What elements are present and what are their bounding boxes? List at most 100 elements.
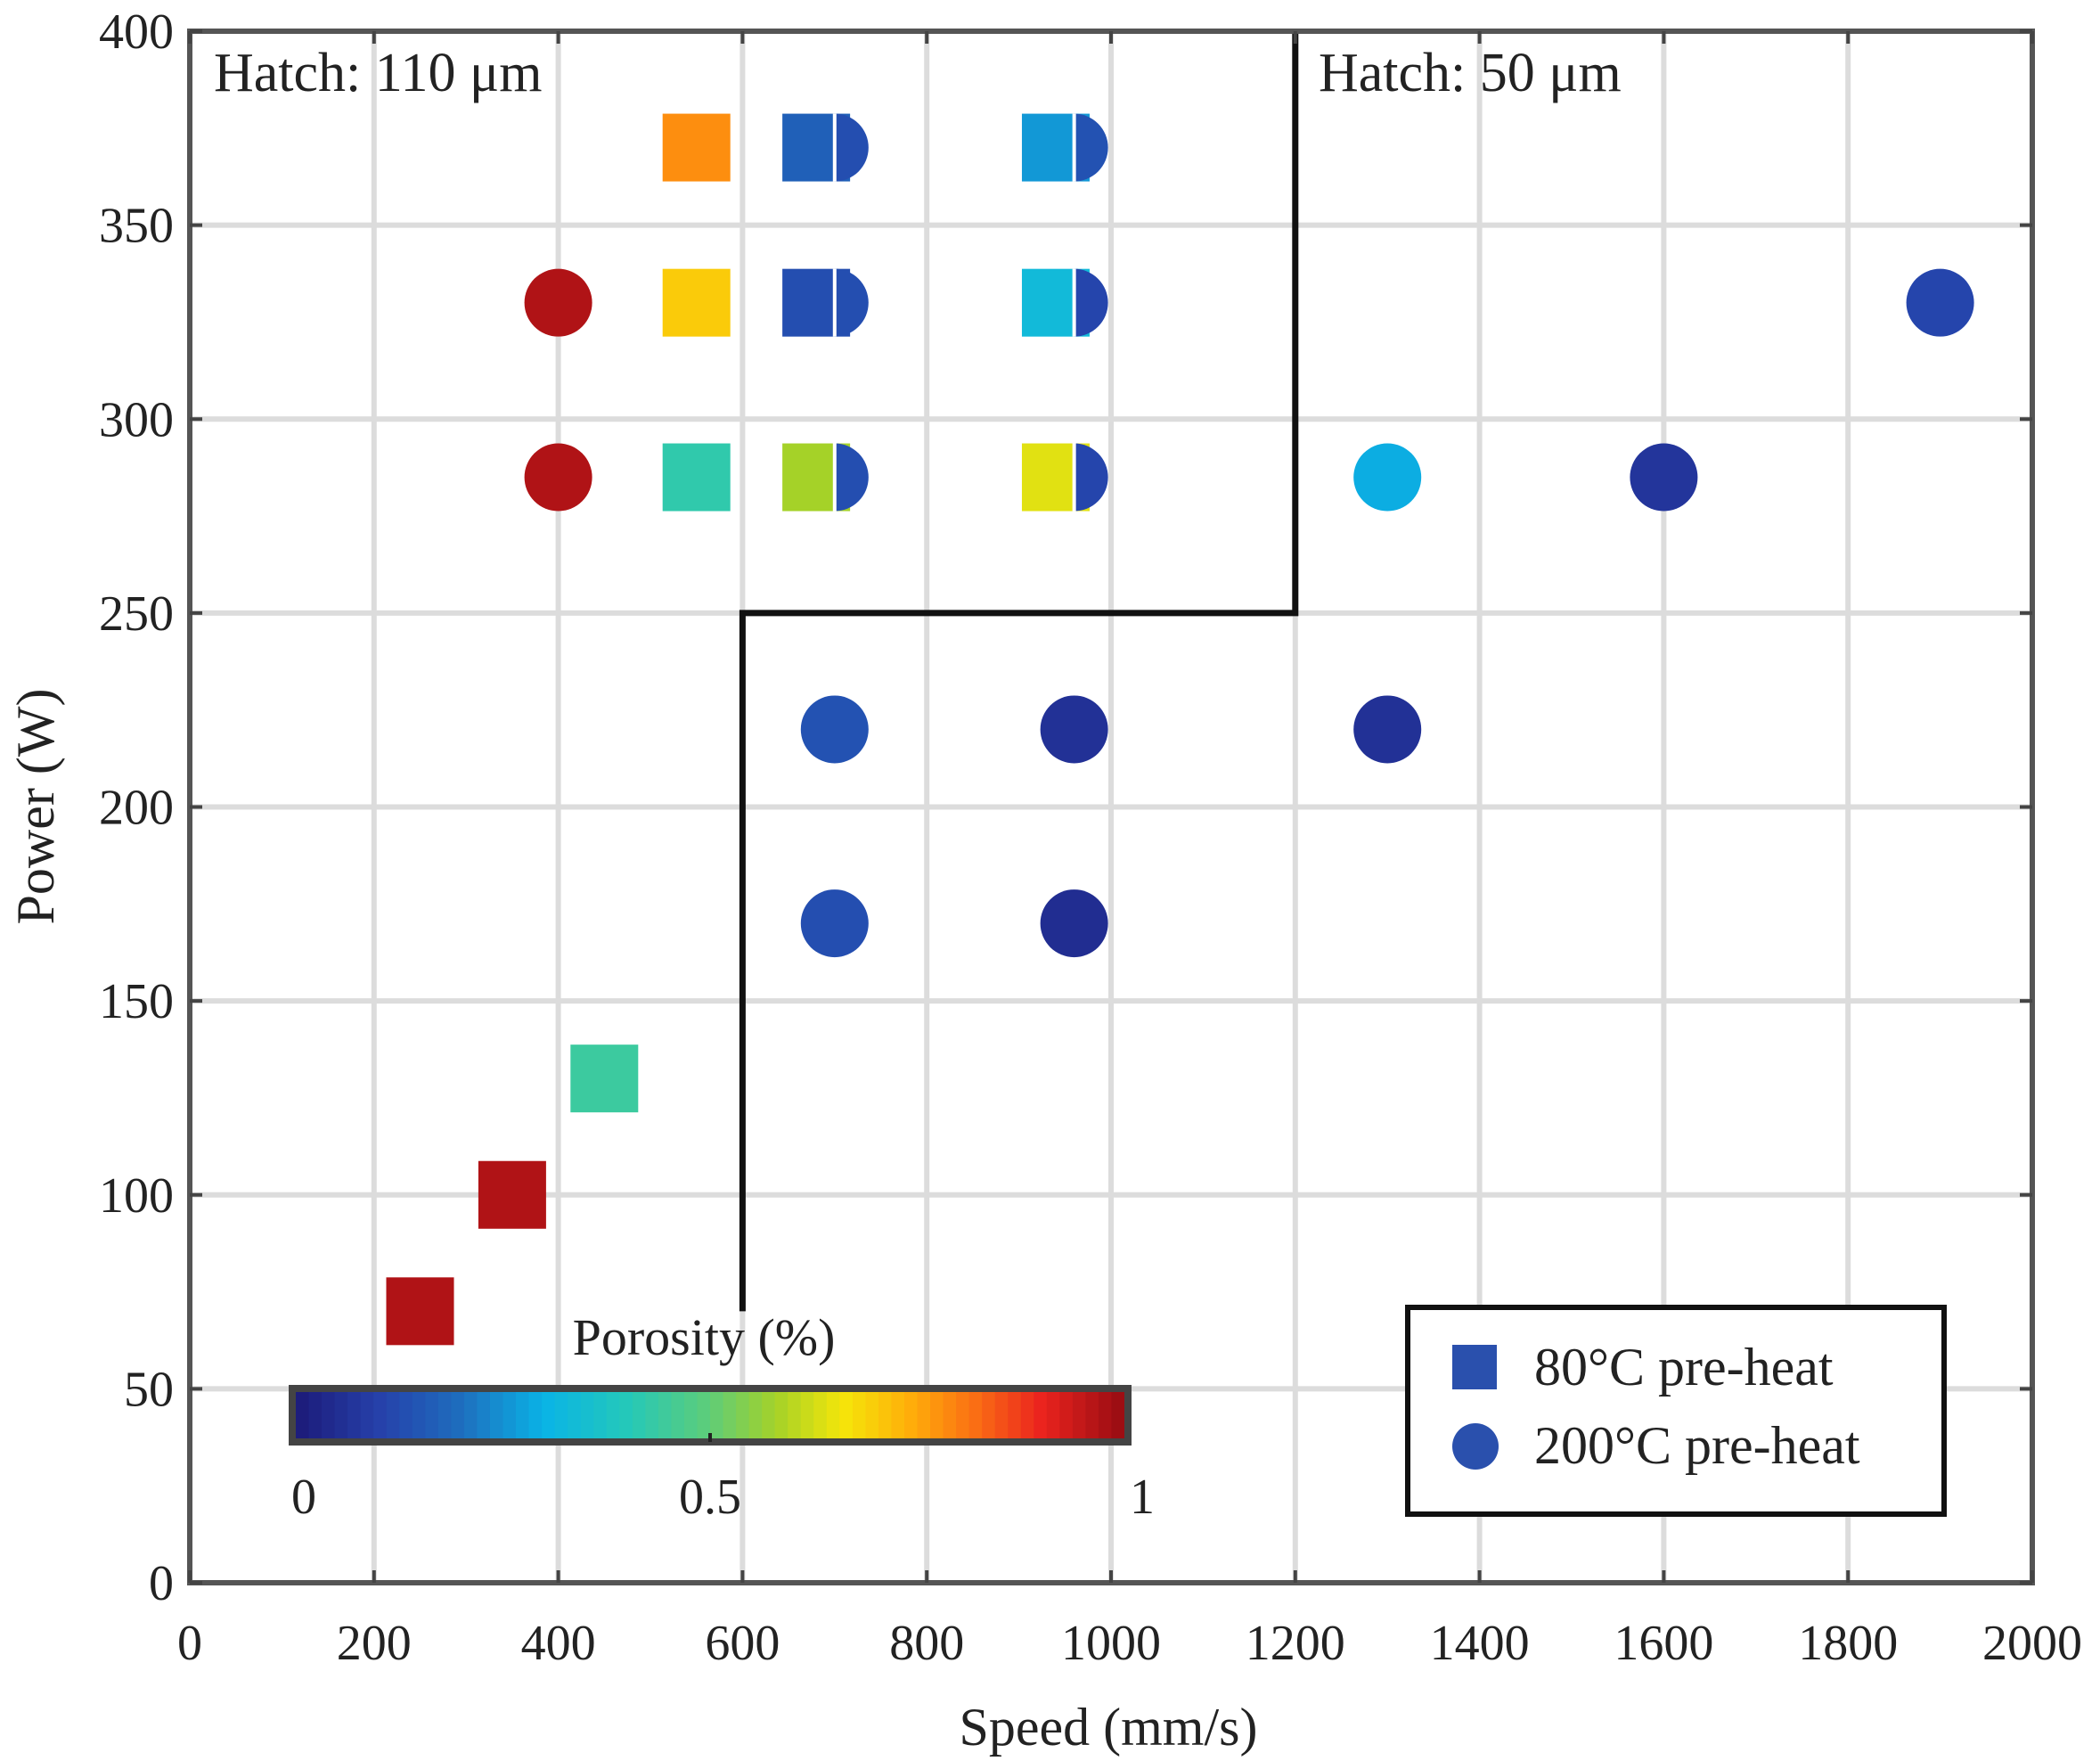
legend-circle-marker: [1452, 1423, 1499, 1470]
colorbar-cell: [1072, 1392, 1087, 1438]
colorbar-cell: [619, 1392, 633, 1438]
colorbar-cell: [710, 1392, 724, 1438]
colorbar-cell: [762, 1392, 776, 1438]
colorbar-cell: [1085, 1392, 1099, 1438]
y-tick-label: 150: [99, 974, 174, 1029]
data-point-80c: [478, 1160, 546, 1229]
data-point-80c: [662, 113, 731, 182]
hatch-boundary-line: [739, 31, 1299, 1312]
colorbar-cell: [1034, 1392, 1048, 1438]
tick-marks: [188, 29, 2034, 1585]
data-point-200c: [1906, 268, 1974, 337]
colorbar-cell: [1046, 1392, 1060, 1438]
colorbar-cell: [956, 1392, 970, 1438]
x-tick-label: 1600: [1614, 1616, 1713, 1671]
data-point-200c: [524, 443, 592, 512]
colorbar-cell: [891, 1392, 905, 1438]
y-tick-label: 0: [149, 1556, 174, 1611]
data-point-200c: [1040, 695, 1108, 764]
y-tick-labels: 0 50 100 150 200 250 300 350 400: [99, 4, 174, 1611]
colorbar-cell: [839, 1392, 854, 1438]
colorbar-cell: [437, 1392, 452, 1438]
legend-entry-200c: 200°C pre-heat: [1534, 1416, 1860, 1475]
colorbar-cell: [917, 1392, 931, 1438]
colorbar-tick-1: 1: [1130, 1470, 1155, 1525]
points-layer: [386, 113, 1974, 1346]
data-point-80c: [386, 1277, 454, 1346]
legend-box: [1405, 1305, 1947, 1517]
colorbar-cell: [373, 1392, 388, 1438]
x-tick-label: 200: [337, 1616, 412, 1671]
y-tick-label: 200: [99, 781, 174, 836]
data-point-80c: [662, 443, 731, 512]
x-tick-labels: 0 200 400 600 800 1000 1200 1400 1600 1800 2000: [177, 1616, 2082, 1671]
data-point-80c: [662, 268, 731, 337]
boundary-layer: [739, 31, 1299, 1312]
colorbar-cell: [813, 1392, 828, 1438]
x-tick-label: 600: [705, 1616, 780, 1671]
colorbar-cell: [296, 1392, 310, 1438]
y-tick-label: 50: [124, 1362, 174, 1417]
legend: 80°C pre-heat 200°C pre-heat: [1405, 1305, 1947, 1517]
colorbar-cell: [645, 1392, 659, 1438]
colorbar-cell: [386, 1392, 400, 1438]
data-point-200c: [834, 443, 869, 512]
y-tick-label: 100: [99, 1168, 174, 1224]
colorbar-cell: [943, 1392, 957, 1438]
x-tick-label: 2000: [1982, 1616, 2082, 1671]
data-point-200c: [1353, 443, 1422, 512]
x-tick-label: 1400: [1430, 1616, 1530, 1671]
colorbar-cell: [800, 1392, 814, 1438]
colorbar-cell: [697, 1392, 711, 1438]
colorbar-cell: [322, 1392, 336, 1438]
x-tick-label: 1800: [1798, 1616, 1898, 1671]
x-tick-label: 400: [521, 1616, 596, 1671]
x-tick-label: 1000: [1061, 1616, 1161, 1671]
colorbar-tick-0.5: 0.5: [679, 1470, 741, 1525]
colorbar-cell: [528, 1392, 543, 1438]
data-point-200c: [800, 889, 869, 958]
colorbar-cell: [489, 1392, 504, 1438]
y-axis-label: Power (W): [6, 689, 65, 925]
colorbar-cell: [826, 1392, 840, 1438]
colorbar-cell: [683, 1392, 699, 1438]
colorbar-cell: [334, 1392, 348, 1438]
y-tick-label: 250: [99, 586, 174, 642]
data-point-200c: [834, 113, 869, 182]
colorbar-cell: [399, 1392, 413, 1438]
x-tick-label: 0: [177, 1616, 202, 1671]
hatch-left-annotation: Hatch: 110 μm: [214, 43, 542, 103]
colorbar-cell: [671, 1392, 685, 1438]
colorbar-cell: [1059, 1392, 1074, 1438]
colorbar-cell: [968, 1392, 983, 1438]
data-point-200c: [524, 268, 592, 337]
colorbar-cell: [308, 1392, 323, 1438]
colorbar-cell: [568, 1392, 582, 1438]
colorbar-cell: [412, 1392, 426, 1438]
y-tick-label: 300: [99, 392, 174, 447]
colorbar-cell: [788, 1392, 802, 1438]
colorbar-cell: [903, 1392, 919, 1438]
data-point-200c: [1353, 695, 1422, 764]
x-axis-label: Speed (mm/s): [960, 1698, 1258, 1757]
colorbar-cell: [930, 1392, 944, 1438]
colorbar-cell: [360, 1392, 374, 1438]
colorbar-cell: [580, 1392, 594, 1438]
data-point-200c: [800, 695, 869, 764]
colorbar-cell: [451, 1392, 465, 1438]
data-point-200c: [1074, 268, 1108, 337]
colorbar-cell: [658, 1392, 673, 1438]
data-point-200c: [1040, 889, 1108, 958]
x-tick-label: 1200: [1246, 1616, 1345, 1671]
colorbar-cell: [774, 1392, 789, 1438]
colorbar-cell: [852, 1392, 866, 1438]
y-tick-label: 400: [99, 4, 174, 60]
colorbar-cell: [503, 1392, 517, 1438]
x-tick-label: 800: [889, 1616, 964, 1671]
y-tick-label: 350: [99, 199, 174, 254]
colorbar-cell: [994, 1392, 1009, 1438]
data-point-200c: [1074, 443, 1108, 512]
colorbar-cell: [1008, 1392, 1022, 1438]
legend-square-marker: [1452, 1345, 1497, 1389]
